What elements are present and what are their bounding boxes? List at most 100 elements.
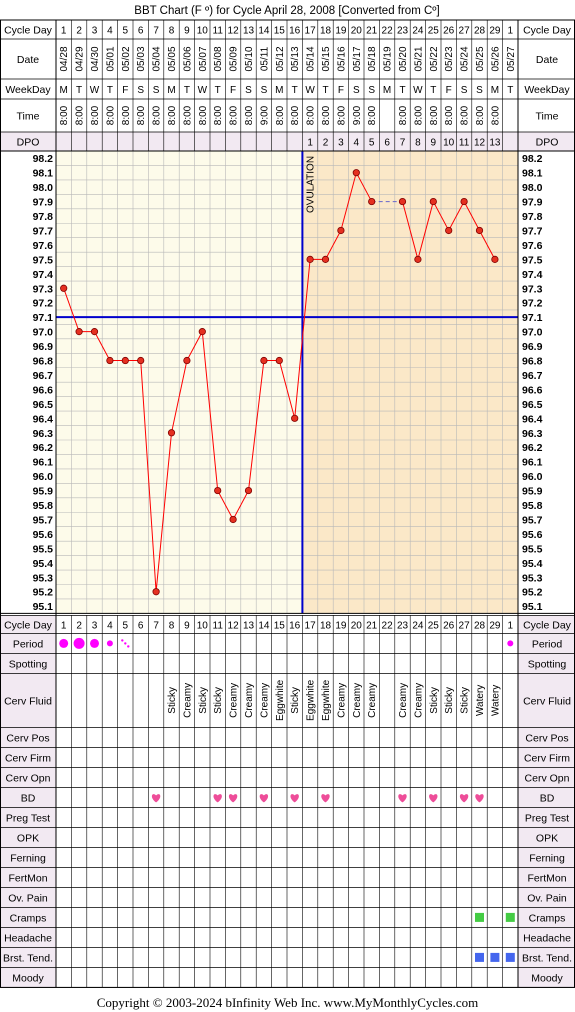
obs-cycle-day-cell: 6 — [138, 620, 144, 631]
obs-cycle-day-cell: 15 — [274, 620, 286, 631]
y-tick-label: 97.0 — [33, 327, 54, 339]
cerv-fluid-cell: Creamy — [367, 683, 378, 718]
cerv-fluid-cell: Creamy — [398, 683, 409, 718]
y-tick-label: 96.2 — [33, 442, 54, 454]
temperature-point — [152, 588, 160, 596]
weekday-cell: T — [507, 85, 513, 96]
obs-label-bg — [0, 615, 56, 634]
cerv-fluid-cell: Eggwhite — [321, 679, 332, 721]
obs-label-cramps: Cramps — [10, 912, 47, 924]
y-tick-label-right: 97.7 — [522, 225, 543, 237]
date-cell: 05/17 — [352, 46, 363, 71]
y-tick-label: 96.6 — [33, 384, 54, 396]
cycle-day-cell: 4 — [107, 26, 113, 37]
cerv-fluid-cell: Creamy — [352, 683, 363, 718]
obs-label-bg — [0, 887, 56, 908]
cycle-day-cell: 7 — [153, 26, 159, 37]
weekday-cell: W — [90, 85, 100, 96]
obs-label-right-period: Period — [532, 638, 563, 650]
time-cell: 9:00 — [259, 105, 270, 125]
y-tick-label: 97.3 — [33, 283, 54, 295]
obs-label-bg — [0, 673, 56, 728]
y-tick-label: 95.5 — [33, 543, 54, 555]
obs-label-spotting: Spotting — [9, 658, 48, 670]
obs-label-right-spotting: Spotting — [528, 658, 567, 670]
date-cell: 05/23 — [444, 46, 455, 71]
temperature-point — [475, 226, 484, 235]
obs-label-right-cycle_day: Cycle Day — [523, 619, 572, 631]
date-cell: 04/30 — [90, 46, 101, 71]
date-cell: 05/07 — [198, 46, 209, 71]
y-tick-label-right: 95.7 — [522, 514, 543, 526]
date-cell: 05/12 — [275, 46, 286, 71]
obs-label-bg — [0, 867, 56, 888]
temperature-point — [321, 255, 330, 263]
cramps-marker — [475, 912, 484, 922]
temperature-point — [121, 356, 129, 365]
weekday-cell: F — [446, 85, 452, 96]
weekday-cell: W — [413, 85, 423, 96]
obs-label-bg — [0, 927, 56, 948]
date-cell: 05/11 — [259, 46, 270, 71]
y-tick-label-right: 95.5 — [522, 543, 543, 555]
obs-label-cycle_day: Cycle Day — [4, 619, 53, 631]
temperature-point — [306, 255, 314, 263]
y-tick-label-right: 96.8 — [522, 356, 543, 368]
temperature-point — [137, 356, 145, 365]
date-cell: 05/13 — [290, 46, 301, 71]
obs-label-bg-right — [518, 727, 575, 748]
obs-label-right-cerv_pos: Cerv Pos — [525, 732, 568, 744]
temperature-point — [198, 328, 206, 336]
time-cell: 8:00 — [121, 105, 132, 125]
date-cell: 05/03 — [136, 46, 147, 71]
temperature-point — [60, 284, 68, 292]
dpo-row-bg — [0, 132, 575, 151]
time-cell: 8:00 — [321, 105, 332, 125]
cerv-fluid-cell: Creamy — [413, 683, 424, 718]
cerv-fluid-cell: Sticky — [290, 687, 301, 714]
y-tick-label-right: 96.2 — [522, 442, 543, 454]
obs-label-cerv_pos: Cerv Pos — [6, 732, 49, 744]
period-light-dot — [507, 640, 514, 647]
time-cell: 8:00 — [75, 105, 86, 125]
obs-label-bg-right — [518, 615, 575, 634]
obs-label-bg-right — [518, 867, 575, 888]
obs-label-right-headache: Headache — [523, 932, 571, 944]
y-tick-label: 96.1 — [33, 457, 54, 469]
y-tick-label-right: 96.5 — [522, 399, 543, 411]
obs-label-bg-right — [518, 847, 575, 868]
obs-label-bg-right — [518, 907, 575, 928]
header-area — [0, 20, 575, 151]
obs-label-bg-right — [518, 967, 575, 988]
obs-label-bg — [0, 947, 56, 968]
weekday-cell: S — [353, 85, 360, 96]
obs-cycle-day-cell: 11 — [213, 620, 224, 631]
y-tick-label: 95.7 — [33, 514, 54, 526]
row-label-dpo: DPO — [17, 137, 40, 149]
y-tick-label: 96.8 — [33, 356, 54, 368]
obs-label-bg — [0, 767, 56, 788]
dpo-cell: 10 — [443, 138, 455, 149]
y-tick-label: 96.9 — [33, 341, 54, 353]
cycle-day-cell: 5 — [123, 26, 129, 37]
weekday-cell: T — [399, 85, 405, 96]
obs-label-preg_test: Preg Test — [6, 812, 50, 824]
obs-cycle-day-cell: 25 — [428, 620, 440, 631]
obs-cycle-day-cell: 2 — [76, 620, 82, 631]
temperature-point — [214, 486, 222, 495]
y-tick-label-right: 96.9 — [522, 341, 543, 353]
bd-heart-icon — [151, 794, 161, 803]
temperature-point — [429, 197, 437, 206]
y-tick-label-right: 95.9 — [522, 486, 543, 498]
time-cell: 8:00 — [182, 105, 193, 125]
obs-label-bg-right — [518, 887, 575, 908]
date-cell: 05/15 — [321, 46, 332, 71]
cycle-day-cell: 15 — [274, 26, 286, 37]
date-cell: 05/22 — [429, 46, 440, 71]
obs-cycle-day-cell: 29 — [489, 620, 501, 631]
dpo-cell: 8 — [415, 138, 421, 149]
y-tick-label: 98.2 — [33, 153, 54, 165]
obs-cycle-day-cell: 27 — [459, 620, 471, 631]
time-cell: 8:00 — [105, 105, 116, 125]
bd-heart-icon — [213, 794, 222, 803]
